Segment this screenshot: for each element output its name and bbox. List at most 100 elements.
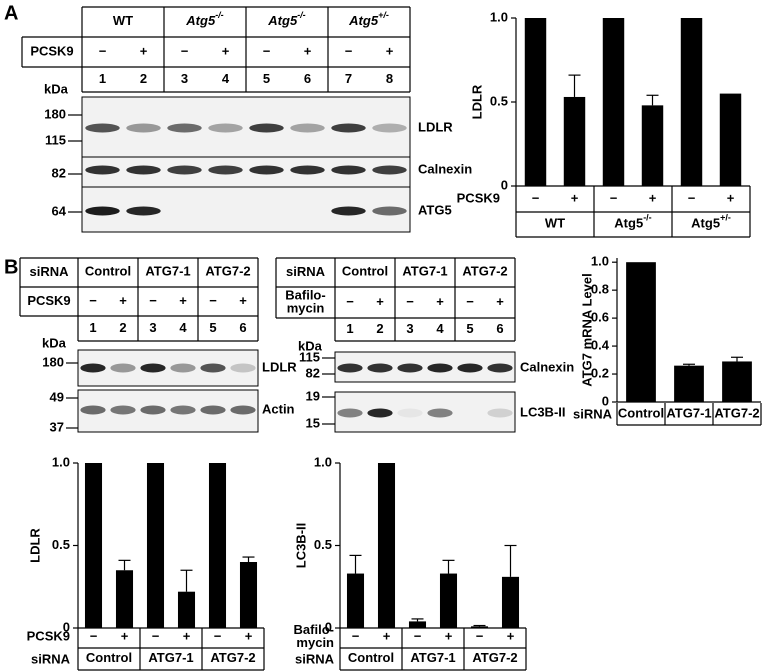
blot-band <box>331 206 366 216</box>
error-bar <box>180 569 193 592</box>
group-label: Control <box>86 650 132 665</box>
group-name: Atg5 <box>267 13 298 28</box>
blot-band <box>331 123 366 133</box>
bar <box>439 573 458 628</box>
x-tick-label: − <box>214 628 222 643</box>
blot-band <box>208 165 243 175</box>
sign-label: + <box>239 293 247 308</box>
sign-label: − <box>209 293 217 308</box>
group-label: Atg5-/- <box>267 10 305 28</box>
kda-marker: 82 <box>52 165 66 180</box>
bar <box>674 365 704 402</box>
kda-marker: 15 <box>306 415 320 430</box>
blot-strip <box>77 389 259 433</box>
group-name: WT <box>113 13 133 28</box>
bar <box>239 562 258 628</box>
group-name: ATG7-1 <box>148 650 193 665</box>
sign-label: − <box>181 43 189 58</box>
sign-label: − <box>263 43 271 58</box>
y-tick-label: 0.5 <box>52 537 70 552</box>
y-tick-label: 0.2 <box>591 365 609 380</box>
bar <box>115 570 134 628</box>
sign-label: − <box>466 294 474 309</box>
lane-number: 6 <box>304 71 311 86</box>
blot-band <box>290 123 325 133</box>
y-tick-label: 0 <box>602 393 609 408</box>
x-tick-label: − <box>352 628 360 643</box>
bar <box>177 591 196 628</box>
bar <box>346 573 365 628</box>
kda-label: kDa <box>298 338 323 353</box>
y-tick-label: 1.0 <box>52 454 70 469</box>
bar <box>377 463 396 628</box>
blot-band <box>110 363 136 373</box>
row-label: siRNA <box>29 264 69 279</box>
lane-number: 6 <box>239 320 246 335</box>
sign-label: + <box>496 294 504 309</box>
bar <box>470 626 489 628</box>
blot-band <box>200 405 226 415</box>
blot-band <box>85 206 120 216</box>
group-label: Control <box>348 650 394 665</box>
band-label: LDLR <box>418 119 453 134</box>
y-tick-label: 0.6 <box>591 310 609 325</box>
blot-band <box>140 405 166 415</box>
treatment-label: Bafilo- <box>294 622 334 637</box>
blot-band <box>85 123 120 133</box>
group-label: Atg5-/- <box>614 213 651 231</box>
blot-band <box>170 405 196 415</box>
x-tick-label: + <box>121 628 129 643</box>
blot-band <box>427 408 453 418</box>
y-tick-label: 0.4 <box>591 338 610 353</box>
band-label: Calnexin <box>418 161 472 176</box>
lane-number: 4 <box>436 321 444 336</box>
y-tick-label: 0.8 <box>591 282 609 297</box>
blot-band <box>372 123 407 133</box>
group-name: ATG7-2 <box>462 264 507 279</box>
x-tick-label: + <box>245 628 253 643</box>
kda-marker: 37 <box>50 419 64 434</box>
band-label: LC3B-II <box>520 404 566 419</box>
group-superscript: -/- <box>297 10 306 20</box>
lane-number: 1 <box>99 71 106 86</box>
sign-label: − <box>345 43 353 58</box>
kda-label: kDa <box>42 335 67 350</box>
group-name: ATG7-1 <box>145 264 190 279</box>
y-tick-label: 1.0 <box>314 454 332 469</box>
x-tick-label: + <box>571 190 579 205</box>
kda-marker: 19 <box>306 388 320 403</box>
band-label: Calnexin <box>520 359 574 374</box>
row-label: siRNA <box>295 651 335 666</box>
blot-band <box>249 165 284 175</box>
group-name: Control <box>342 264 388 279</box>
sign-label: + <box>376 294 384 309</box>
blot-strip <box>334 391 516 433</box>
x-tick-label: − <box>532 190 540 205</box>
x-tick-label: − <box>90 628 98 643</box>
error-bar <box>504 544 517 577</box>
lane-number: 5 <box>209 320 216 335</box>
group-label: WT <box>113 13 133 28</box>
error-bar <box>646 94 659 106</box>
group-label: ATG7-2 <box>462 264 507 279</box>
y-axis-label: LC3B-II <box>293 523 308 569</box>
kda-marker: 82 <box>306 365 320 380</box>
kda-marker: 64 <box>52 203 67 218</box>
row-label: siRNA <box>573 406 613 421</box>
bar <box>626 262 656 402</box>
blot-strip <box>334 351 516 383</box>
x-tick-label: − <box>688 190 696 205</box>
blot-band <box>140 363 166 373</box>
blot-band <box>230 363 256 373</box>
lane-number: 5 <box>466 321 473 336</box>
blot-band <box>167 165 202 175</box>
sign-label: − <box>149 293 157 308</box>
bar <box>501 576 520 628</box>
error-bar <box>242 556 255 562</box>
lane-number: 4 <box>179 320 187 335</box>
x-tick-label: ATG7-2 <box>714 405 759 420</box>
error-bar <box>118 559 131 571</box>
y-tick-label: 0 <box>63 619 70 634</box>
row-label: siRNA <box>31 651 71 666</box>
kda-marker: 115 <box>45 132 66 147</box>
